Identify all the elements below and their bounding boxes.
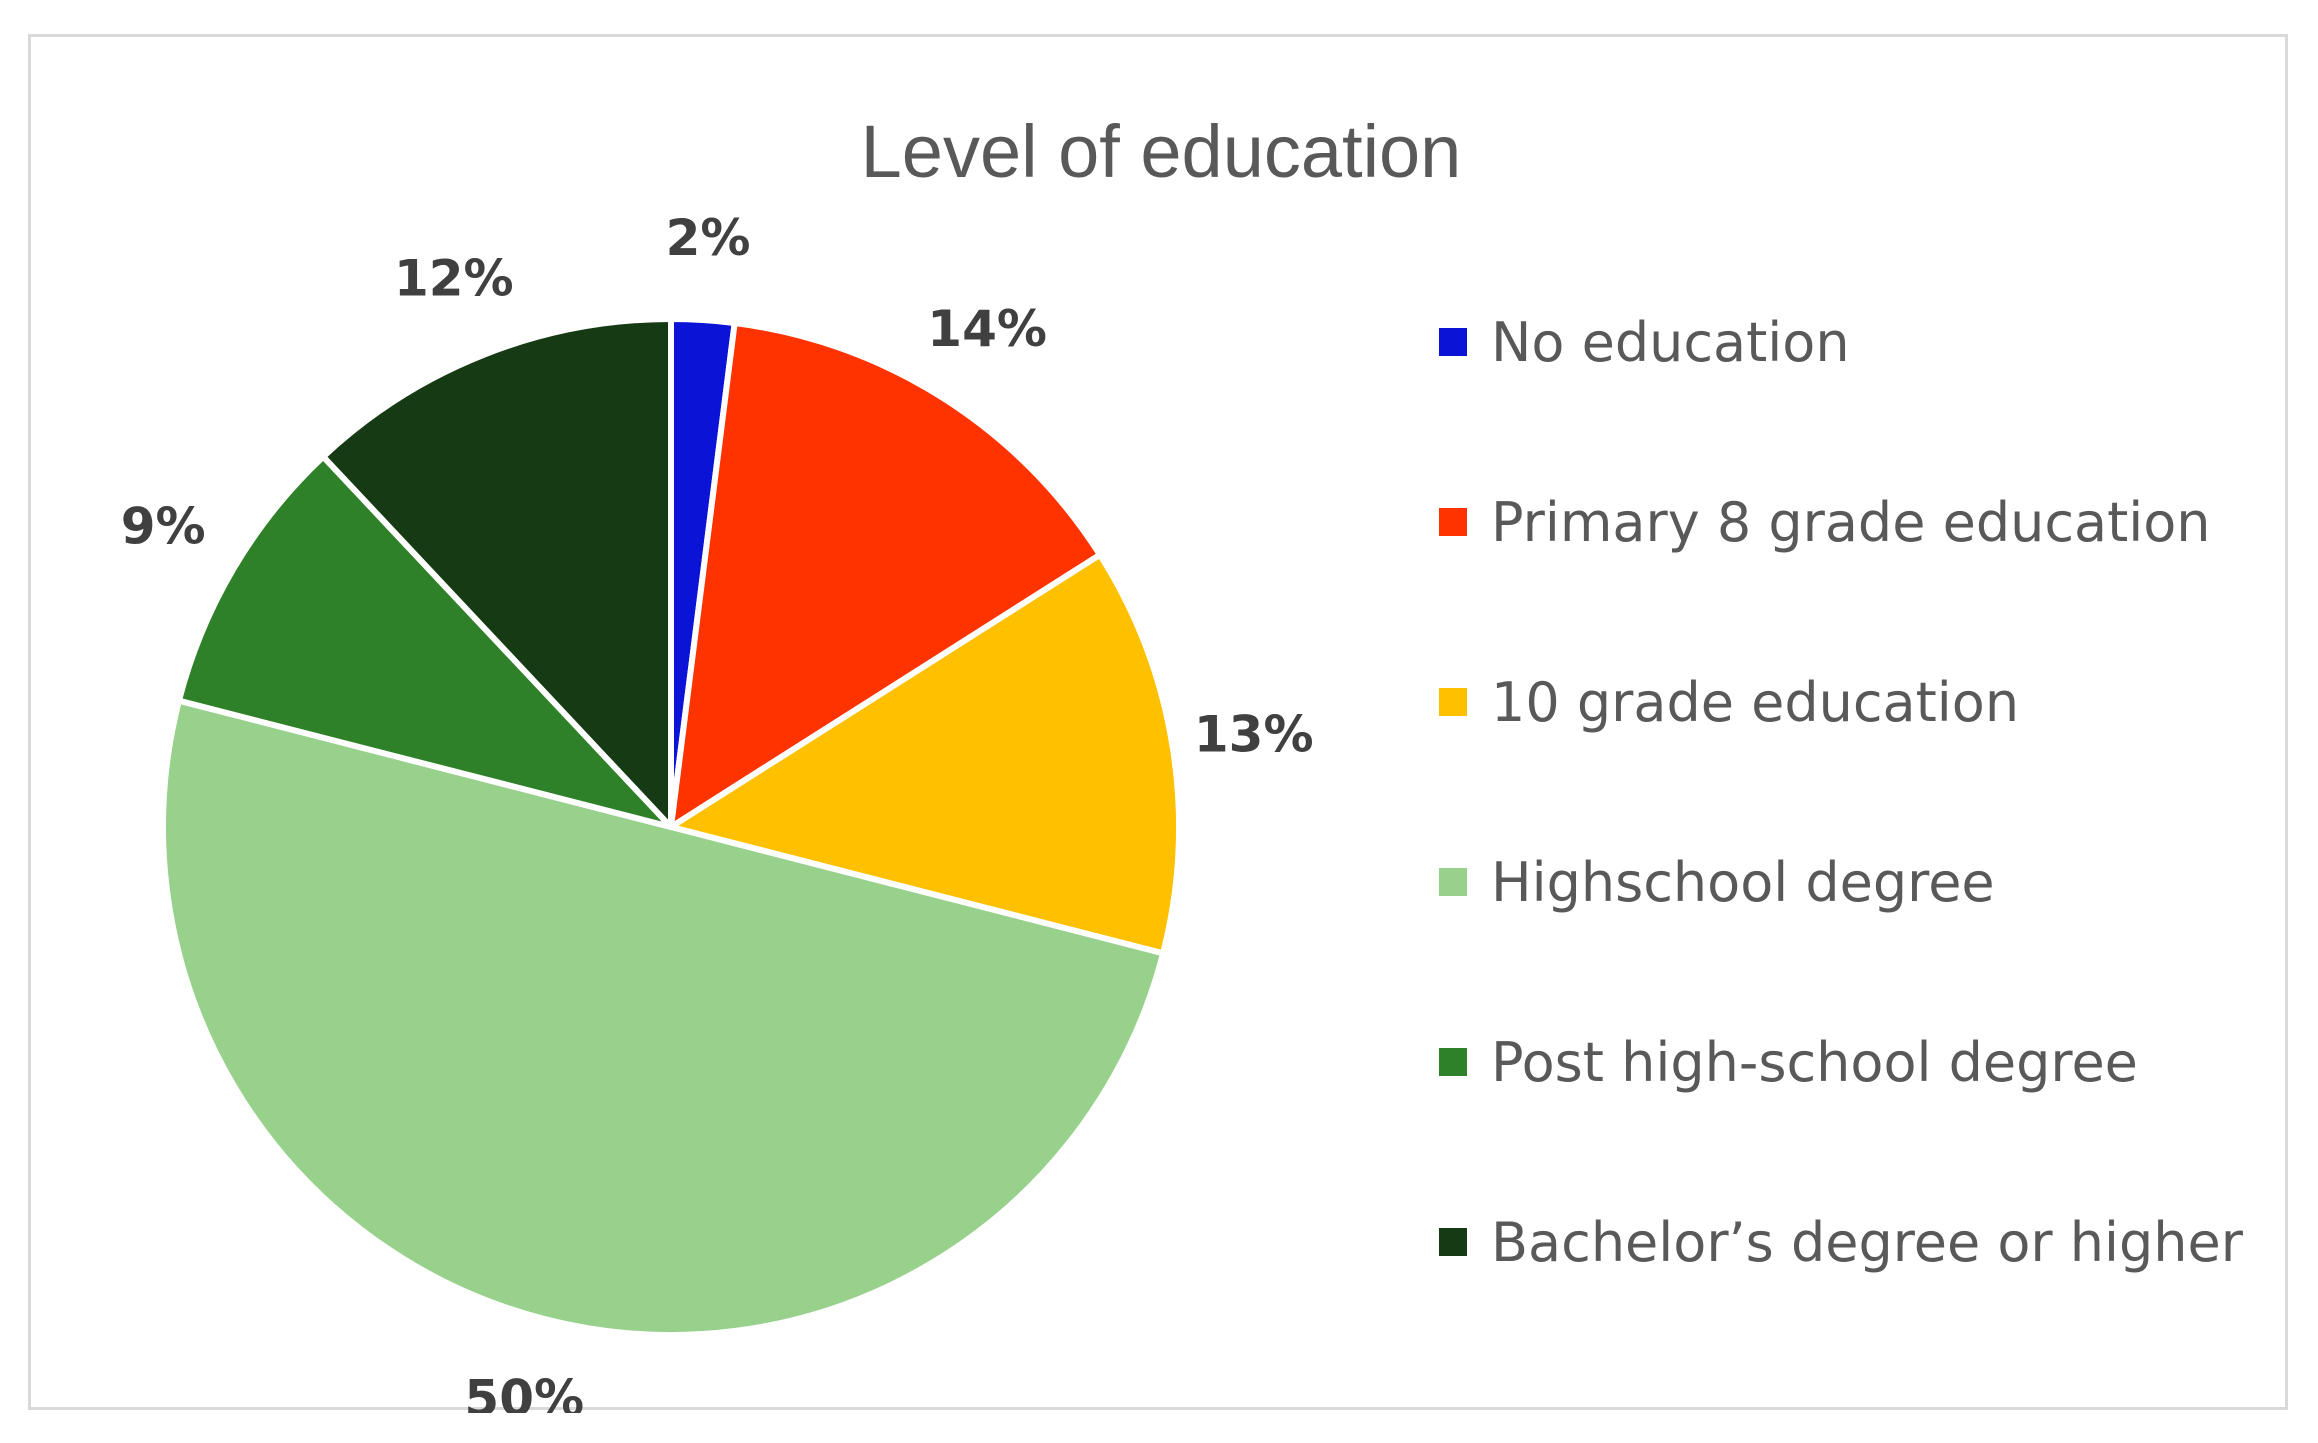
legend-swatch xyxy=(1439,868,1467,896)
legend-swatch xyxy=(1439,508,1467,536)
pie-slice-10-grade-education xyxy=(668,551,1182,957)
legend-item-no-education: No education xyxy=(1439,311,1850,374)
pie-slice-post-high-school-degree xyxy=(175,453,674,830)
pie-chart: Level of education 2% 14% 13% 50% 9% 12% No e… xyxy=(121,110,2244,1413)
data-label-bachelor-s-degree-or-higher: 12% xyxy=(394,249,514,307)
pie-slices xyxy=(160,316,1182,1338)
legend-label: Highschool degree xyxy=(1491,851,1995,914)
legend-swatch xyxy=(1439,688,1467,716)
legend-label: 10 grade education xyxy=(1491,671,2019,734)
data-label-post-high-school-degree: 9% xyxy=(121,498,206,556)
legend-item-highschool-degree: Highschool degree xyxy=(1439,851,1995,914)
data-label-highschool-degree: 50% xyxy=(464,1369,584,1413)
legend-item-post-high-school-degree: Post high-school degree xyxy=(1439,1031,2138,1094)
pie-slice-primary-8-grade-education xyxy=(668,320,1103,830)
data-label-primary-8-grade-education: 14% xyxy=(927,300,1047,358)
legend-item-primary-8-grade-education: Primary 8 grade education xyxy=(1439,491,2211,554)
legend-swatch xyxy=(1439,328,1467,356)
legend-label: Primary 8 grade education xyxy=(1491,491,2211,554)
data-label-no-education: 2% xyxy=(666,209,751,267)
data-label-10-grade-education: 13% xyxy=(1194,706,1314,764)
pie-slice-highschool-degree xyxy=(160,697,1167,1338)
legend-swatch xyxy=(1439,1228,1467,1256)
legend-item-bachelor-s-degree-or-higher: Bachelor’s degree or higher xyxy=(1439,1211,2244,1274)
chart-frame: Level of education 2% 14% 13% 50% 9% 12% No e… xyxy=(28,34,2288,1413)
data-labels: 2% 14% 13% 50% 9% 12% xyxy=(121,209,1314,1413)
legend: No education Primary 8 grade education 10 … xyxy=(1439,311,2244,1274)
chart-title: Level of education xyxy=(861,110,1462,193)
legend-label: No education xyxy=(1491,311,1850,374)
legend-label: Bachelor’s degree or higher xyxy=(1491,1211,2244,1274)
legend-swatch xyxy=(1439,1048,1467,1076)
legend-item-10-grade-education: 10 grade education xyxy=(1439,671,2019,734)
legend-label: Post high-school degree xyxy=(1491,1031,2138,1094)
pie-slice-bachelor-s-degree-or-higher xyxy=(320,316,674,830)
